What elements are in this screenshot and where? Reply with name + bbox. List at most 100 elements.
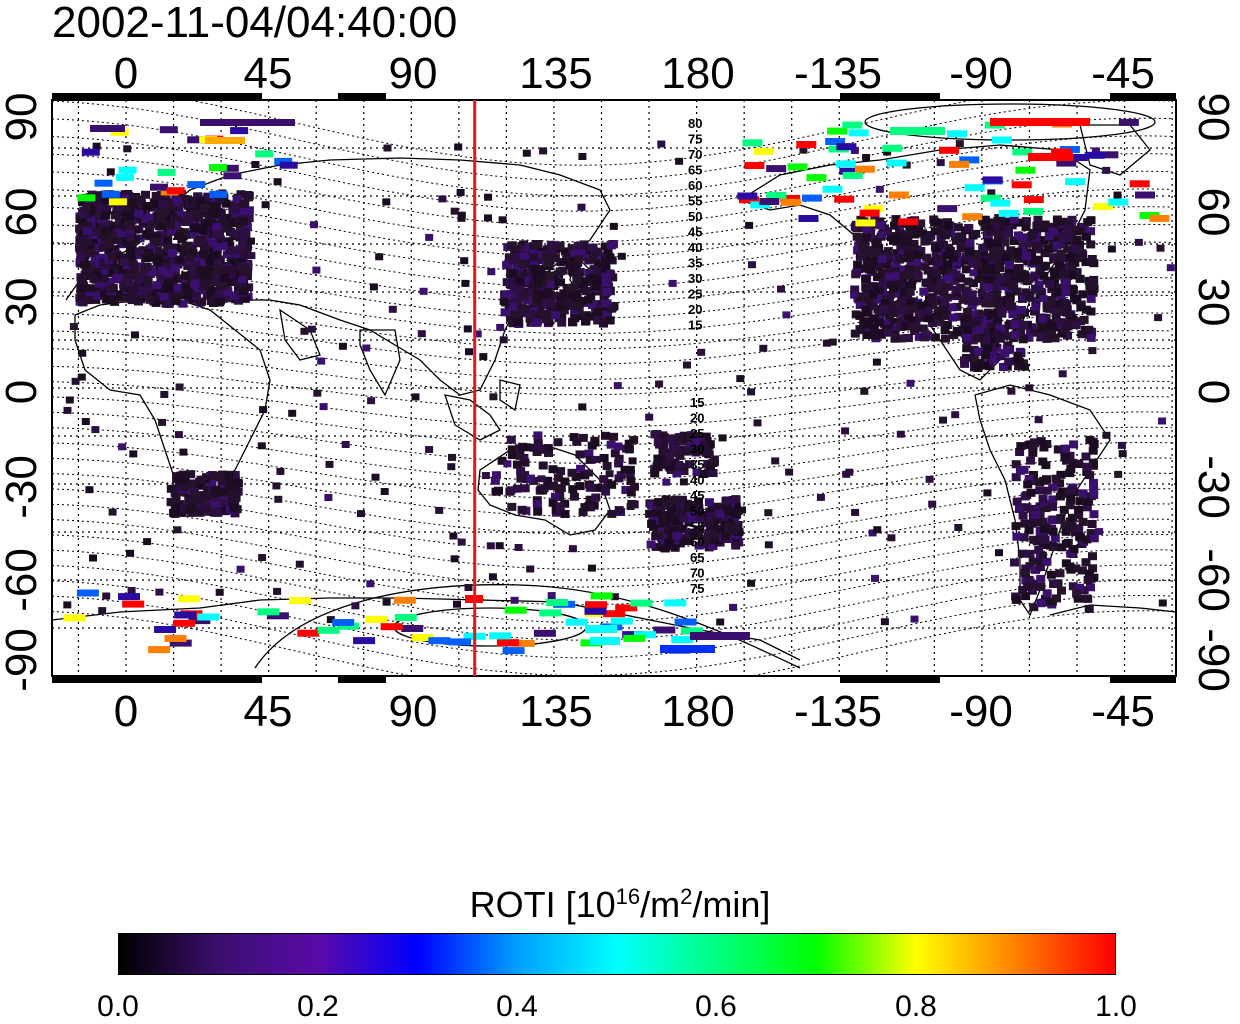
roti-pixel — [164, 283, 174, 292]
roti-pixel — [1035, 534, 1045, 543]
roti-pixel — [295, 560, 304, 568]
roti-pixel — [974, 347, 984, 356]
roti-pixel — [862, 225, 872, 234]
roti-pixel — [922, 253, 932, 262]
roti-pixel — [939, 240, 948, 249]
roti-pixel — [206, 297, 216, 305]
roti-pixel — [1012, 148, 1033, 156]
roti-pixel — [565, 261, 575, 270]
roti-pixel — [1066, 565, 1076, 574]
roti-pixel — [134, 294, 144, 303]
roti-pixel — [176, 244, 186, 253]
roti-pixel — [515, 451, 525, 460]
roti-pixel — [939, 146, 959, 154]
roti-pixel — [592, 276, 602, 284]
roti-pixel — [678, 495, 687, 504]
roti-pixel — [976, 310, 986, 319]
roti-pixel — [1051, 299, 1061, 308]
roti-pixel — [670, 458, 680, 467]
roti-pixel — [672, 469, 682, 478]
contour-label: 30 — [688, 271, 702, 286]
roti-pixel — [655, 380, 664, 388]
roti-pixel — [127, 241, 137, 250]
roti-pixel — [65, 396, 74, 404]
roti-pixel — [1088, 347, 1097, 355]
roti-pixel — [579, 240, 589, 249]
roti-pixel — [1029, 273, 1039, 282]
roti-pixel — [85, 249, 95, 257]
roti-pixel — [1040, 220, 1050, 229]
roti-pixel — [512, 484, 522, 493]
roti-pixel — [1004, 321, 1014, 330]
roti-pixel — [722, 507, 731, 516]
roti-pixel — [1089, 510, 1099, 519]
roti-pixel — [607, 509, 617, 518]
roti-pixel — [86, 236, 96, 245]
roti-pixel — [1081, 558, 1091, 567]
roti-pixel — [178, 299, 188, 308]
roti-pixel — [695, 525, 705, 534]
roti-pixel — [1063, 246, 1072, 254]
roti-pixel — [460, 257, 469, 265]
roti-pixel — [230, 509, 240, 518]
roti-pixel — [568, 318, 578, 327]
roti-pixel — [1156, 244, 1165, 252]
roti-pixel — [510, 596, 519, 604]
roti-pixel — [104, 269, 114, 277]
roti-pixel — [995, 264, 1005, 273]
roti-pixel — [1067, 154, 1088, 161]
roti-pixel — [989, 247, 999, 256]
roti-pixel — [1102, 166, 1111, 174]
roti-pixel — [895, 255, 905, 264]
roti-pixel — [208, 164, 227, 172]
roti-pixel — [125, 233, 135, 242]
roti-pixel — [235, 245, 245, 254]
roti-pixel — [255, 150, 274, 158]
roti-pixel — [1086, 307, 1096, 316]
roti-pixel — [1019, 533, 1029, 542]
roti-pixel — [592, 455, 600, 463]
roti-pixel — [211, 202, 221, 210]
roti-pixel — [152, 199, 161, 208]
roti-pixel — [876, 221, 886, 230]
roti-pixel — [986, 310, 996, 319]
roti-pixel — [1036, 599, 1046, 607]
roti-pixel — [956, 274, 966, 283]
roti-pixel — [599, 475, 609, 484]
roti-pixel — [995, 324, 1005, 333]
roti-pixel — [101, 206, 110, 215]
roti-pixel — [1028, 557, 1038, 566]
roti-pixel — [593, 307, 603, 316]
roti-pixel — [1058, 217, 1068, 226]
roti-pixel — [1074, 460, 1084, 468]
roti-pixel — [503, 460, 512, 468]
roti-pixel — [188, 497, 198, 505]
roti-pixel — [532, 285, 542, 294]
roti-pixel — [1055, 254, 1064, 263]
roti-pixel — [902, 333, 912, 342]
roti-pixel — [697, 348, 706, 356]
roti-pixel — [82, 227, 92, 236]
roti-pixel — [957, 232, 967, 241]
roti-pixel — [539, 609, 562, 617]
roti-pixel — [1059, 240, 1069, 249]
roti-pixel — [689, 531, 699, 540]
axis-bars — [52, 93, 1176, 683]
roti-pixel — [686, 515, 696, 524]
roti-pixel — [985, 227, 995, 236]
roti-pixel — [163, 274, 173, 283]
roti-pixel — [590, 282, 600, 291]
roti-pixel — [79, 239, 89, 248]
roti-pixel — [1058, 370, 1067, 378]
roti-pixel — [896, 317, 906, 326]
roti-pixel — [1065, 253, 1075, 262]
roti-pixel — [850, 222, 860, 231]
roti-pixel — [188, 249, 198, 257]
roti-pixel — [720, 518, 730, 527]
roti-pixel — [382, 598, 391, 606]
roti-pixel — [555, 492, 565, 501]
roti-pixel — [910, 615, 919, 623]
roti-pixel — [694, 497, 703, 506]
roti-pixel — [503, 260, 513, 269]
